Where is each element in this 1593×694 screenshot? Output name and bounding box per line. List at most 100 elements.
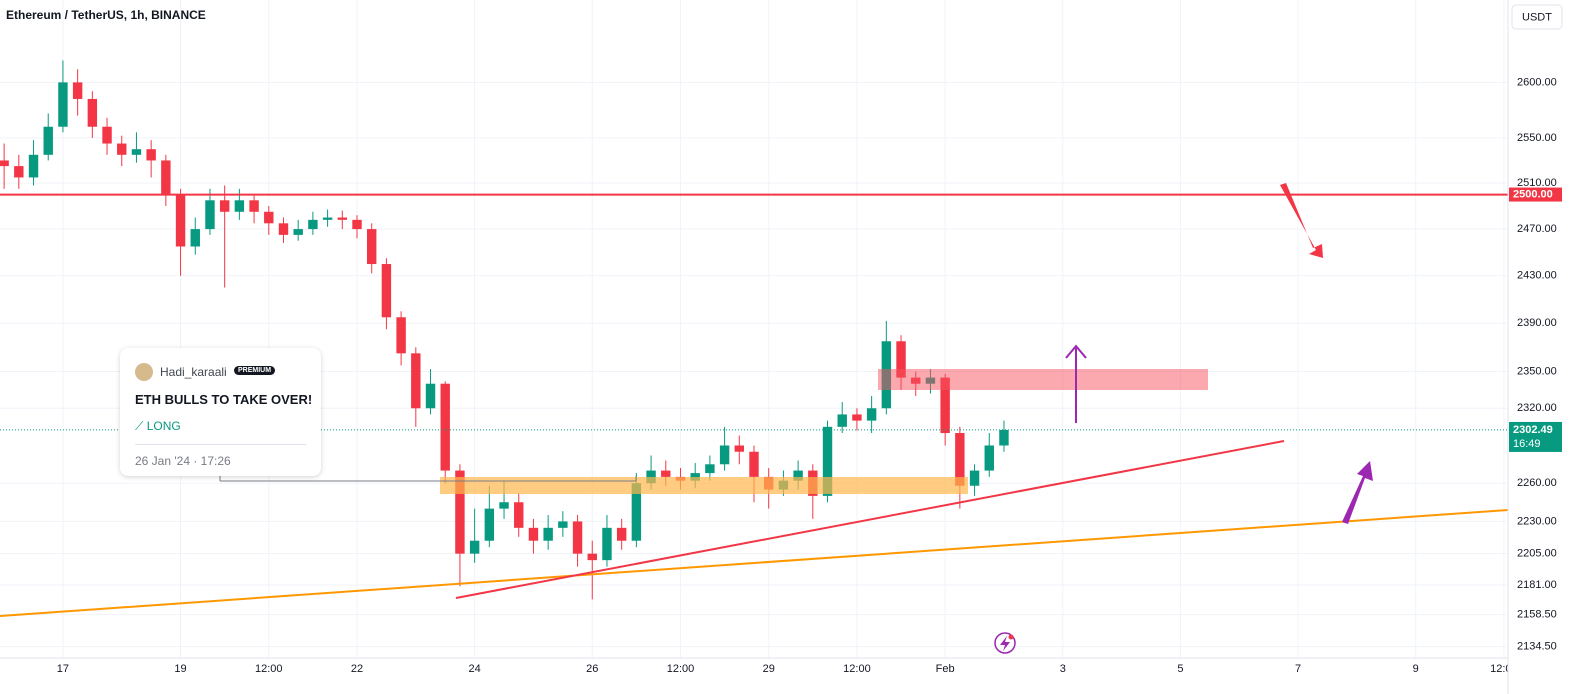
support-zone [440, 477, 968, 494]
candle-body [734, 445, 745, 452]
currency-label: USDT [1522, 11, 1552, 23]
candle-body [749, 451, 759, 477]
candle-body [175, 194, 186, 247]
candle-body [308, 219, 318, 230]
resistance-zone [878, 369, 1208, 390]
candle-body [337, 217, 348, 220]
x-tick-label: 12:00 [255, 663, 283, 675]
direction: ⟋ LONG [135, 419, 181, 434]
y-tick-label: 2600.00 [1517, 76, 1557, 88]
candle-body [278, 223, 289, 235]
idea-title: ETH BULLS TO TAKE OVER! [135, 392, 313, 407]
candle-body [999, 429, 1009, 446]
divider [135, 444, 306, 445]
x-tick-label: 19 [174, 663, 186, 675]
candle-body [602, 527, 612, 561]
y-tick-label: 2390.00 [1517, 317, 1557, 329]
candle-body [87, 98, 98, 127]
candle-body [367, 229, 377, 265]
candle-body [190, 229, 200, 247]
y-tick-label: 2158.50 [1517, 609, 1557, 621]
x-tick-label: 5 [1177, 663, 1183, 675]
x-tick-label: 26 [586, 663, 598, 675]
candle-body [117, 143, 127, 155]
y-tick-label: 2510.00 [1517, 177, 1557, 189]
candle-body [705, 464, 715, 474]
candle-body [837, 414, 847, 427]
y-tick-label: 2550.00 [1517, 132, 1557, 144]
y-tick-label: 2430.00 [1517, 270, 1557, 282]
candle-body [440, 383, 450, 471]
icon[interactable] [994, 632, 1016, 654]
candle-body [131, 149, 142, 155]
candle-body [0, 160, 9, 167]
candle-body [161, 160, 171, 195]
currency-button[interactable] [1511, 4, 1563, 30]
candle-body [896, 341, 906, 378]
candle-body [616, 527, 627, 541]
candle-body [719, 445, 730, 465]
candle-body [14, 166, 24, 178]
candle-body [558, 521, 568, 528]
y-tick-label: 2260.00 [1517, 477, 1557, 489]
x-tick-label: 24 [469, 663, 481, 675]
y-tick-label: 2470.00 [1517, 223, 1557, 235]
candle-body [411, 353, 421, 409]
x-tick-label: 12:00 [1490, 663, 1518, 675]
candle-body [293, 229, 303, 235]
y-tick-label: 2134.50 [1517, 640, 1557, 652]
candle-body [455, 470, 465, 554]
trend-line [455, 440, 1285, 599]
badge: PREMIUM [234, 366, 276, 375]
candle-body [264, 211, 274, 224]
x-tick-label: 12:00 [667, 663, 695, 675]
candle-body [572, 521, 583, 554]
price-level-tag [1509, 187, 1562, 202]
y-tick-label: 2205.00 [1517, 548, 1557, 560]
candle-body [661, 470, 671, 477]
candle-body [940, 377, 950, 434]
candle-body [43, 126, 53, 155]
author: Hadi_karaali [160, 365, 227, 379]
candle-body [381, 264, 392, 318]
candle-body [28, 154, 39, 178]
x-tick-label: 29 [763, 663, 775, 675]
candle-body [514, 502, 524, 528]
candle-body [587, 553, 597, 561]
arrow [1342, 461, 1373, 524]
chart-title: Ethereum / TetherUS, 1h, BINANCE [6, 8, 206, 22]
candle-body [219, 200, 230, 212]
price-level-label: 2500.00 [1513, 188, 1553, 200]
candle-body [484, 508, 495, 541]
countdown: 16:49 [1513, 438, 1541, 450]
icon-glyph [1000, 636, 1010, 651]
last-price-label: 2302.49 [1513, 424, 1553, 436]
candle-body [146, 149, 156, 161]
candle-body [205, 200, 215, 230]
drawings [0, 183, 1509, 654]
candle-body [528, 527, 539, 541]
candle-body [543, 527, 553, 541]
idea-date: 26 Jan '24 · 17:26 [135, 454, 231, 468]
y-tick-label: 2350.00 [1517, 365, 1557, 377]
candle-body [969, 470, 980, 486]
x-tick-label: Feb [936, 663, 955, 675]
candle-body [249, 200, 259, 212]
axes: 2600.00 2550.00 2510.00 2470.00 2430.00 2390.… [1509, 76, 1562, 652]
direction-label: LONG [146, 419, 181, 433]
candle-body [58, 82, 68, 127]
idea-card[interactable]: Hadi_karaali PREMIUM ETH BULLS TO TAKE O… [120, 348, 321, 476]
last-price-tag [1509, 421, 1562, 452]
arrow-head [1065, 344, 1087, 359]
candle-body [822, 426, 833, 496]
candle-body [646, 470, 656, 484]
trend-line [0, 509, 1509, 617]
candle-body [396, 317, 406, 354]
avatar [135, 363, 153, 381]
candle-body [984, 445, 994, 471]
candle-body [234, 200, 245, 212]
y-tick-label: 2181.00 [1517, 579, 1557, 591]
candle-body [322, 217, 333, 220]
